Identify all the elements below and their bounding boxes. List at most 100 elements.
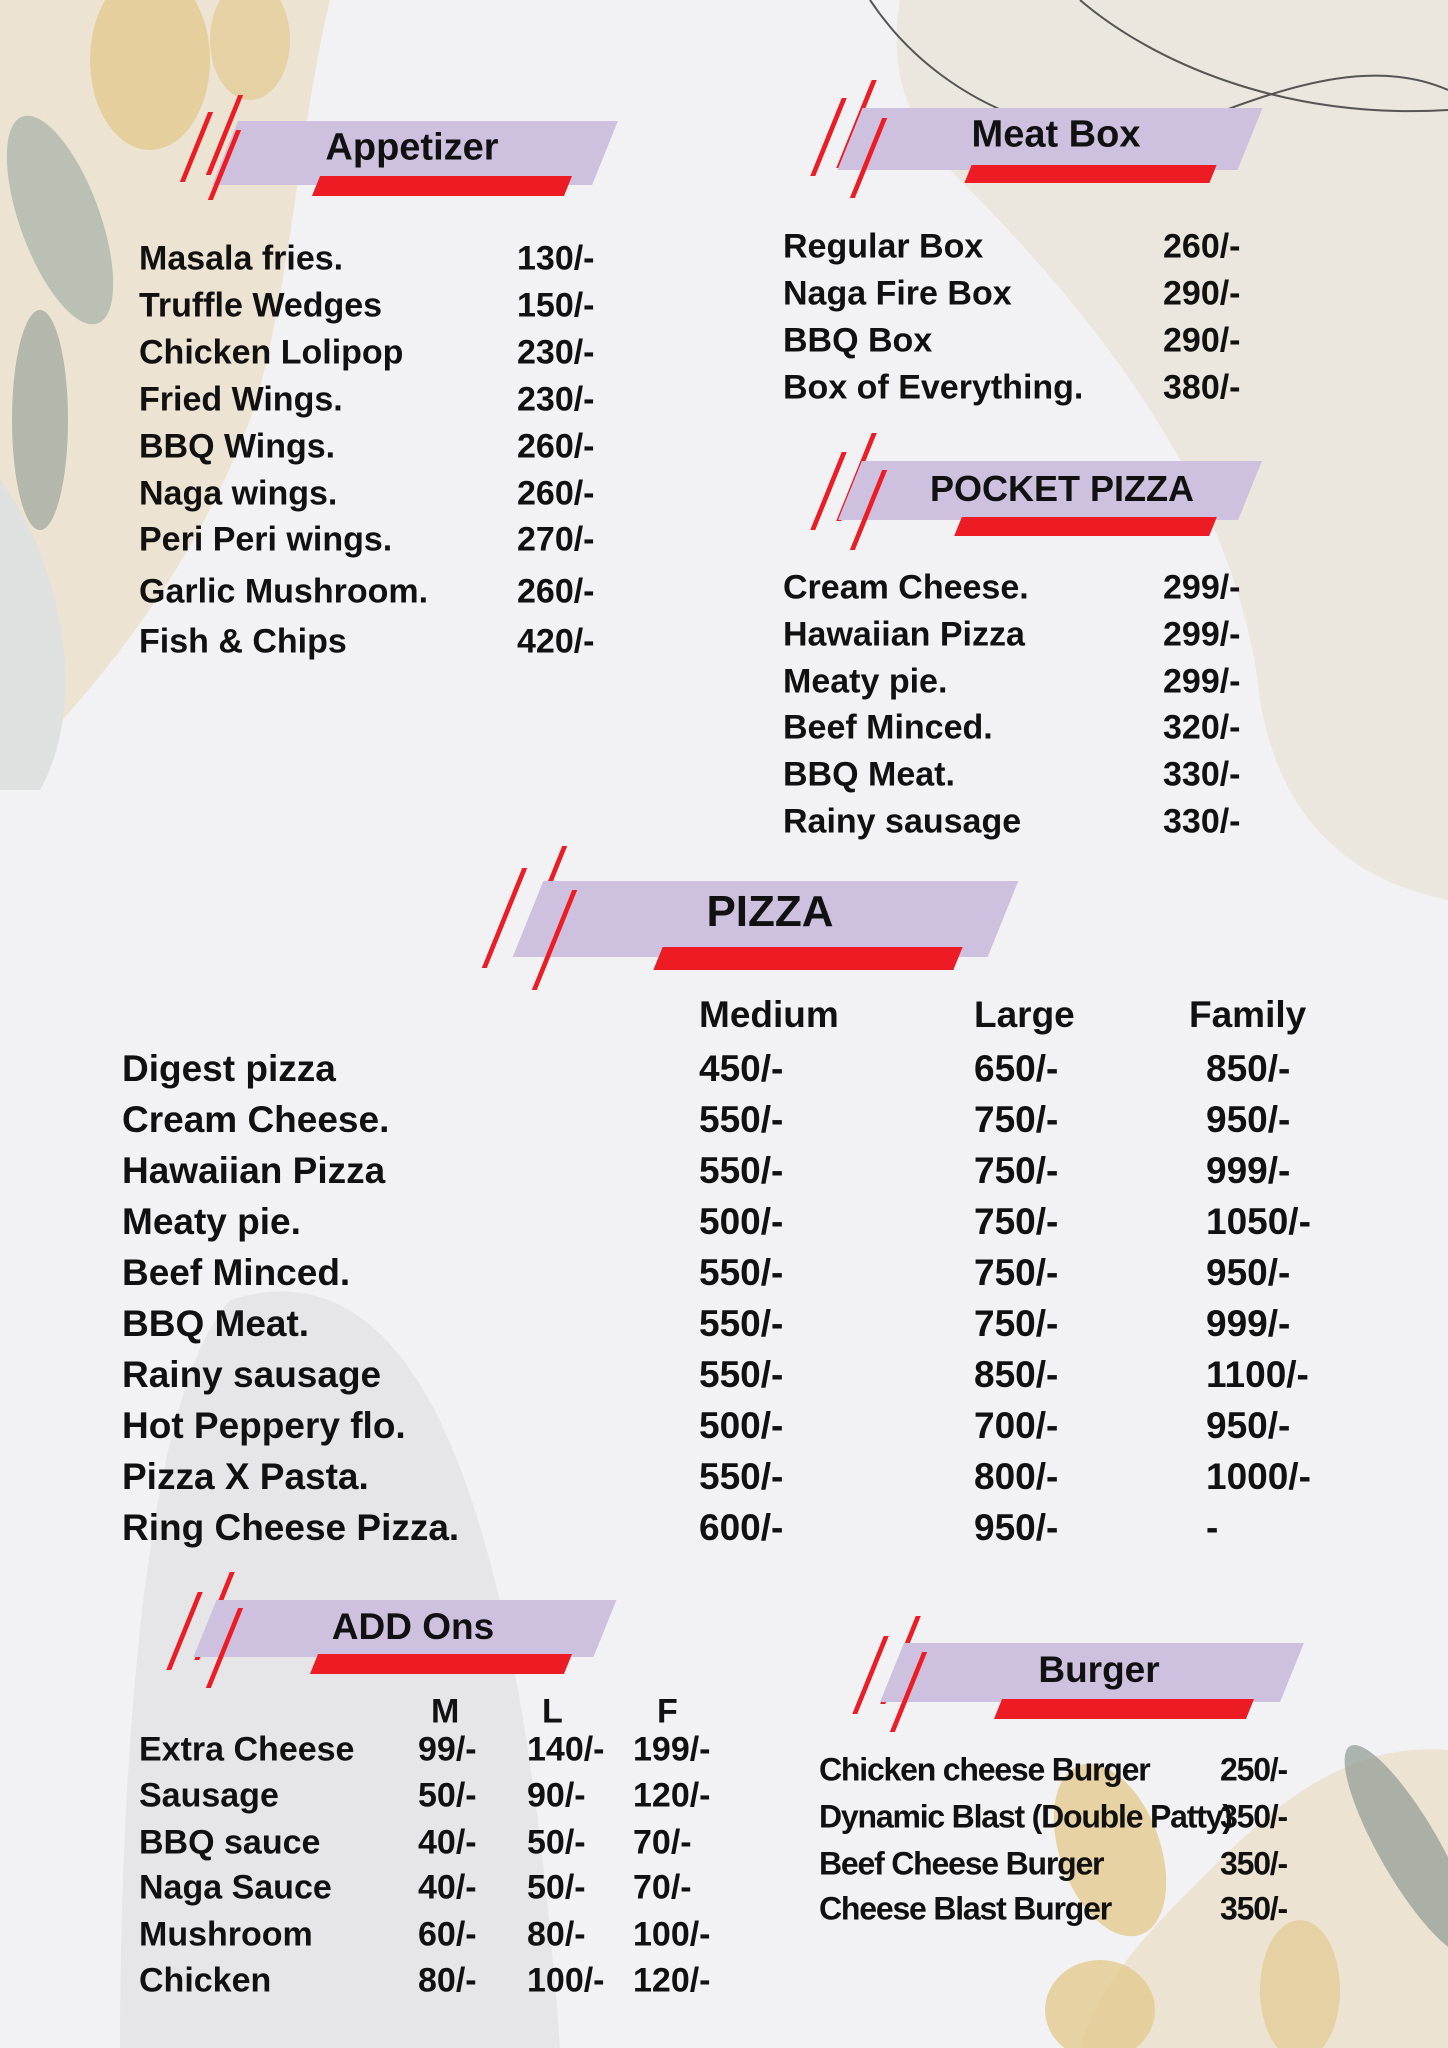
section-title: POCKET PIZZA (929, 468, 1195, 509)
section-title: Meat Box (971, 113, 1141, 156)
item-name: Cheese Blast Burger (819, 1890, 1112, 1927)
item-price: 750/- (974, 1303, 1059, 1344)
item-price: 40/- (418, 1823, 477, 1862)
item-price: 270/- (517, 520, 595, 559)
item-name: Chicken Lolipop (139, 333, 404, 372)
item-price: 550/- (699, 1456, 784, 1497)
item-name: Chicken cheese Burger (819, 1751, 1151, 1788)
item-price: 330/- (1163, 755, 1241, 794)
item-price: 150/- (517, 286, 595, 325)
item-price: 100/- (527, 1961, 605, 2000)
item-name: BBQ Wings. (139, 427, 336, 466)
section-title: Burger (1038, 1649, 1160, 1690)
item-name: Digest pizza (122, 1048, 336, 1089)
item-name: Naga wings. (139, 474, 338, 513)
item-price: 250/- (1220, 1751, 1288, 1788)
item-price: 750/- (974, 1201, 1059, 1242)
item-name: Pizza X Pasta. (122, 1456, 369, 1497)
item-price: 1100/- (1206, 1354, 1309, 1395)
item-name: BBQ Box (783, 321, 933, 360)
item-name: Ring Cheese Pizza. (122, 1507, 460, 1548)
item-price: 299/- (1163, 615, 1241, 654)
item-name: Fish & Chips (139, 622, 347, 661)
item-name: BBQ Meat. (783, 755, 955, 794)
item-price: 450/- (699, 1048, 784, 1089)
item-price: 130/- (517, 239, 595, 278)
item-price: 80/- (418, 1961, 477, 2000)
item-price: 950/- (1206, 1252, 1291, 1293)
item-price: 100/- (633, 1915, 711, 1954)
item-price: 50/- (527, 1868, 586, 1907)
section-title: Appetizer (325, 126, 499, 169)
item-price: 550/- (699, 1150, 784, 1191)
item-price: 140/- (527, 1730, 605, 1769)
item-price: 700/- (974, 1405, 1059, 1446)
item-price: 420/- (517, 622, 595, 661)
item-name: Meaty pie. (122, 1201, 301, 1242)
item-name: Fried Wings. (139, 380, 343, 419)
item-price: 380/- (1163, 368, 1241, 407)
item-price: 290/- (1163, 274, 1241, 313)
item-price: 350/- (1220, 1890, 1288, 1927)
item-price: 320/- (1163, 708, 1241, 747)
item-price: 500/- (699, 1201, 784, 1242)
item-price: 650/- (974, 1048, 1059, 1089)
item-price: 1050/- (1206, 1201, 1311, 1242)
item-price: 50/- (418, 1776, 477, 1815)
item-name: Peri Peri wings. (139, 520, 393, 559)
item-price: 750/- (974, 1099, 1059, 1140)
item-price: 1000/- (1206, 1456, 1311, 1497)
item-price: 230/- (517, 333, 595, 372)
item-name: Hawaiian Pizza (783, 615, 1025, 654)
item-price: 260/- (517, 427, 595, 466)
item-price: 199/- (633, 1730, 711, 1769)
column-header: Family (1189, 994, 1307, 1035)
item-price: 290/- (1163, 321, 1241, 360)
item-name: Beef Minced. (122, 1252, 351, 1293)
item-name: Beef Cheese Burger (819, 1845, 1104, 1882)
item-price: - (1206, 1507, 1219, 1548)
item-price: 120/- (633, 1961, 711, 2000)
item-price: 750/- (974, 1150, 1059, 1191)
item-price: 90/- (527, 1776, 586, 1815)
item-price: 260/- (1163, 227, 1241, 266)
item-price: 800/- (974, 1456, 1059, 1497)
item-price: 600/- (699, 1507, 784, 1548)
item-price: 40/- (418, 1868, 477, 1907)
item-price: 330/- (1163, 802, 1241, 841)
item-price: 230/- (517, 380, 595, 419)
column-header: M (431, 1692, 460, 1731)
item-name: Dynamic Blast (Double Patty) (819, 1798, 1233, 1835)
item-price: 750/- (974, 1252, 1059, 1293)
item-price: 550/- (699, 1252, 784, 1293)
item-name: Meaty pie. (783, 662, 948, 701)
item-price: 80/- (527, 1915, 586, 1954)
item-price: 950/- (1206, 1405, 1291, 1446)
column-header: F (657, 1692, 678, 1731)
item-name: Cream Cheese. (122, 1099, 390, 1140)
item-price: 350/- (1220, 1845, 1288, 1882)
item-name: Rainy sausage (783, 802, 1022, 841)
item-price: 120/- (633, 1776, 711, 1815)
item-price: 950/- (974, 1507, 1059, 1548)
section-title: ADD Ons (331, 1606, 495, 1647)
item-price: 850/- (974, 1354, 1059, 1395)
item-price: 70/- (633, 1868, 692, 1907)
item-price: 299/- (1163, 662, 1241, 701)
item-name: Chicken (139, 1961, 272, 2000)
item-name: Naga Fire Box (783, 274, 1012, 313)
item-price: 950/- (1206, 1099, 1291, 1140)
item-name: Extra Cheese (139, 1730, 355, 1769)
item-name: Hot Peppery flo. (122, 1405, 406, 1446)
item-name: Box of Everything. (783, 368, 1084, 407)
item-price: 850/- (1206, 1048, 1291, 1089)
item-price: 999/- (1206, 1303, 1291, 1344)
column-header: Medium (699, 994, 839, 1035)
item-price: 350/- (1220, 1798, 1288, 1835)
item-name: Beef Minced. (783, 708, 993, 747)
item-price: 260/- (517, 572, 595, 611)
item-price: 50/- (527, 1823, 586, 1862)
item-name: Truffle Wedges (139, 286, 383, 325)
item-name: Rainy sausage (122, 1354, 382, 1395)
item-price: 70/- (633, 1823, 692, 1862)
